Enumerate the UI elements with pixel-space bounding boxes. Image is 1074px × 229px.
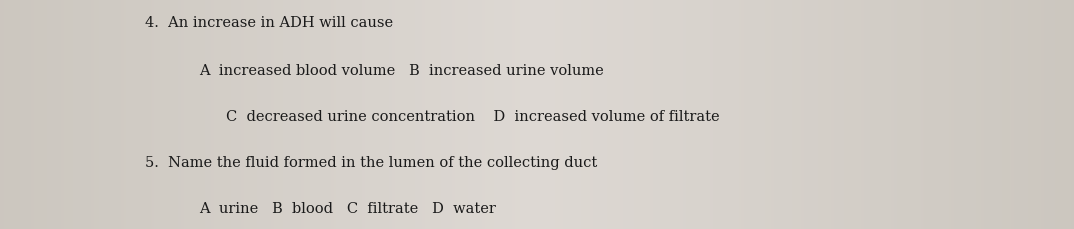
Text: 4.  An increase in ADH will cause: 4. An increase in ADH will cause [145, 16, 393, 30]
Text: A  urine   B  blood   C  filtrate   D  water: A urine B blood C filtrate D water [199, 202, 495, 215]
Text: C  decreased urine concentration    D  increased volume of filtrate: C decreased urine concentration D increa… [226, 110, 720, 124]
Text: A  increased blood volume   B  increased urine volume: A increased blood volume B increased uri… [199, 64, 604, 78]
Text: 5.  Name the fluid formed in the lumen of the collecting duct: 5. Name the fluid formed in the lumen of… [145, 156, 597, 170]
